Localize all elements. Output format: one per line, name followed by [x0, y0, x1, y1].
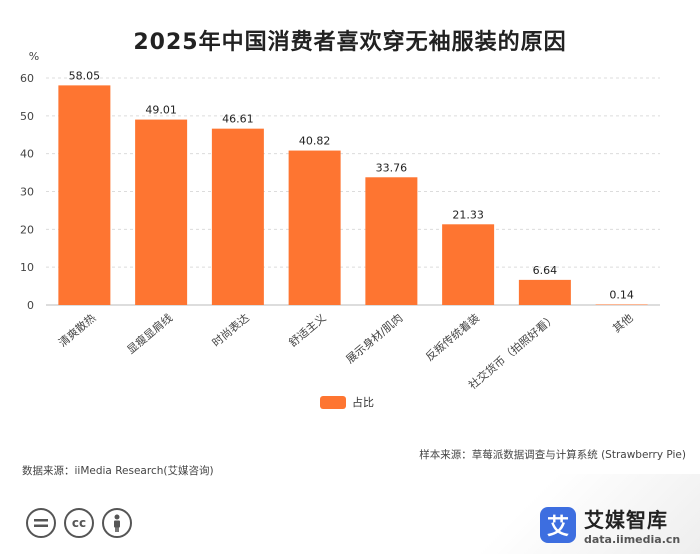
value-label: 0.14: [609, 288, 634, 301]
person-icon: [102, 508, 132, 538]
bar-chart: 0 10 20 30 40 50 60% 58.05 清爽散热 49.01 显瘦显肩线 46.61 时尚…: [20, 50, 660, 392]
value-label: 33.76: [376, 161, 408, 174]
value-label: 21.33: [452, 208, 484, 221]
equals-icon: [26, 508, 56, 538]
value-label: 49.01: [145, 104, 177, 117]
y-tick-label: 50: [20, 110, 34, 123]
value-label: 40.82: [299, 135, 331, 148]
x-tick-label: 清爽散热: [56, 311, 99, 350]
y-axis-label: %: [29, 50, 39, 63]
bar: [211, 128, 264, 305]
license-icons: cc: [26, 508, 132, 538]
value-label: 46.61: [222, 113, 254, 126]
x-tick-label: 舒适主义: [286, 311, 329, 350]
bar: [58, 85, 111, 305]
value-label: 58.05: [69, 69, 101, 82]
chart-title: 2025年中国消费者喜欢穿无袖服装的原因: [133, 30, 567, 55]
brand-url: data.iimedia.cn: [584, 533, 681, 546]
bar: [595, 304, 648, 305]
cc-icon: cc: [64, 508, 94, 538]
legend-label: 占比: [352, 396, 374, 409]
x-tick-label: 显瘦显肩线: [124, 311, 175, 357]
brand-name: 艾媒智库: [584, 508, 668, 532]
legend-swatch: [320, 395, 346, 409]
y-tick-label: 20: [20, 223, 34, 236]
x-tick-label: 展示身材/肌肉: [343, 311, 405, 367]
x-tick-label: 时尚表达: [209, 311, 252, 350]
legend[interactable]: 占比: [320, 394, 374, 410]
x-tick-label: 反叛传统着装: [422, 311, 482, 364]
bar: [442, 224, 495, 305]
brand: 艾 艾媒智库 data.iimedia.cn: [540, 504, 680, 546]
value-label: 6.64: [533, 264, 558, 277]
y-tick-label: 30: [20, 186, 34, 199]
sample-source: 样本来源：草莓派数据调查与计算系统 (Strawberry Pie): [419, 449, 686, 461]
y-tick-label: 10: [20, 261, 34, 274]
y-tick-label: 40: [20, 148, 34, 161]
x-tick-label: 其他: [610, 311, 635, 335]
bar: [365, 177, 418, 305]
brand-logo-icon: 艾: [540, 507, 576, 543]
bar: [288, 150, 341, 305]
data-source: 数据来源：iiMedia Research(艾媒咨询): [22, 465, 214, 477]
watermark-shade: [460, 474, 700, 554]
bar: [135, 119, 188, 306]
y-tick-label: 0: [27, 299, 34, 312]
bar: [518, 279, 571, 305]
y-tick-label: 60: [20, 72, 34, 85]
